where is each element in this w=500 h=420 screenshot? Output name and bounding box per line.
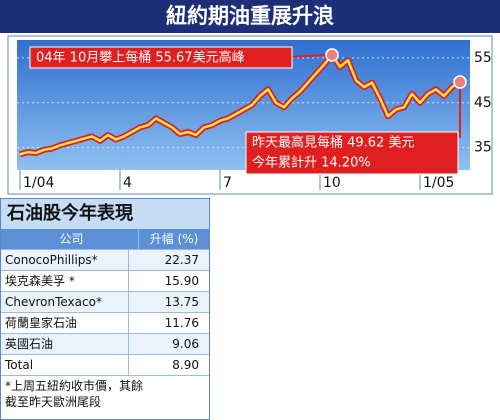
table-cell: 15.90 bbox=[164, 274, 199, 288]
x-tick-label: 7 bbox=[223, 175, 232, 191]
table-cell: 13.75 bbox=[164, 295, 199, 309]
title-bar bbox=[0, 0, 500, 33]
table-row: ConocoPhillips* 22.37 bbox=[1, 250, 209, 271]
table-row: 英國石油 9.06 bbox=[1, 334, 209, 355]
table-cell: 11.76 bbox=[164, 316, 199, 330]
table-cell: 9.06 bbox=[172, 337, 199, 351]
table-row: Total 8.90 bbox=[1, 355, 209, 376]
chart-title: 紐約期油重展升浪 bbox=[166, 4, 334, 28]
table-cell: Total bbox=[1, 355, 129, 375]
line bbox=[19, 53, 461, 156]
table: 石油股今年表現 公司 升幅 (%) ConocoPhillips* 22.37 埃克森美孚… bbox=[0, 198, 210, 420]
annotation: 04年 10月攀上每桶 55.67美元高峰 bbox=[36, 50, 245, 66]
table-cell: ConocoPhillips* bbox=[1, 250, 129, 270]
footnote-line: 截至昨天歐洲尾段 bbox=[5, 395, 102, 409]
header-row: 公司 升幅 (%) bbox=[1, 229, 209, 250]
header-cell: 公司 bbox=[1, 229, 139, 249]
annotation-box bbox=[245, 131, 459, 175]
y-tick-label: 45 bbox=[474, 95, 492, 111]
header-cell: 升幅 (%) bbox=[149, 232, 199, 246]
x-tick-label: 1/04 bbox=[23, 175, 55, 191]
footnote-line: *上周五紐約收市價，其餘 bbox=[5, 379, 144, 393]
table-cell: 22.37 bbox=[164, 253, 199, 267]
annotation: 昨天最高見每桶 49.62 美元 bbox=[252, 135, 414, 151]
table-row: 埃克森美孚 * 15.90 bbox=[1, 271, 209, 292]
table-cell: ChevronTexaco* bbox=[1, 292, 129, 312]
table-cell: 英國石油 bbox=[1, 334, 129, 354]
chart: 紐約期油重展升浪 35 45 55 1/04 4 7 10 1/05 04年 10月攀上每桶 5… bbox=[0, 0, 500, 195]
footnote: *上周五紐約收市價，其餘 截至昨天歐洲尾段 bbox=[1, 376, 209, 412]
table-row: ChevronTexaco* 13.75 bbox=[1, 292, 209, 313]
table-cell: 荷蘭皇家石油 bbox=[1, 313, 129, 333]
x-tick-label: 4 bbox=[123, 175, 132, 191]
table-cell: 埃克森美孚 * bbox=[1, 271, 129, 291]
table-row: 荷蘭皇家石油 11.76 bbox=[1, 313, 209, 334]
point-marker bbox=[325, 48, 339, 62]
x-tick-label: 10 bbox=[323, 175, 341, 191]
point-marker bbox=[453, 75, 467, 89]
y-tick-label: 35 bbox=[474, 140, 492, 156]
y-tick-label: 55 bbox=[474, 50, 492, 66]
table-title: 石油股今年表現 bbox=[1, 199, 209, 229]
connector bbox=[289, 53, 327, 58]
x-tick-label: 1/05 bbox=[423, 175, 454, 191]
annotation: 今年累計升 14.20% bbox=[252, 155, 371, 171]
table-cell: 8.90 bbox=[172, 358, 199, 372]
annotation-box bbox=[29, 46, 293, 69]
